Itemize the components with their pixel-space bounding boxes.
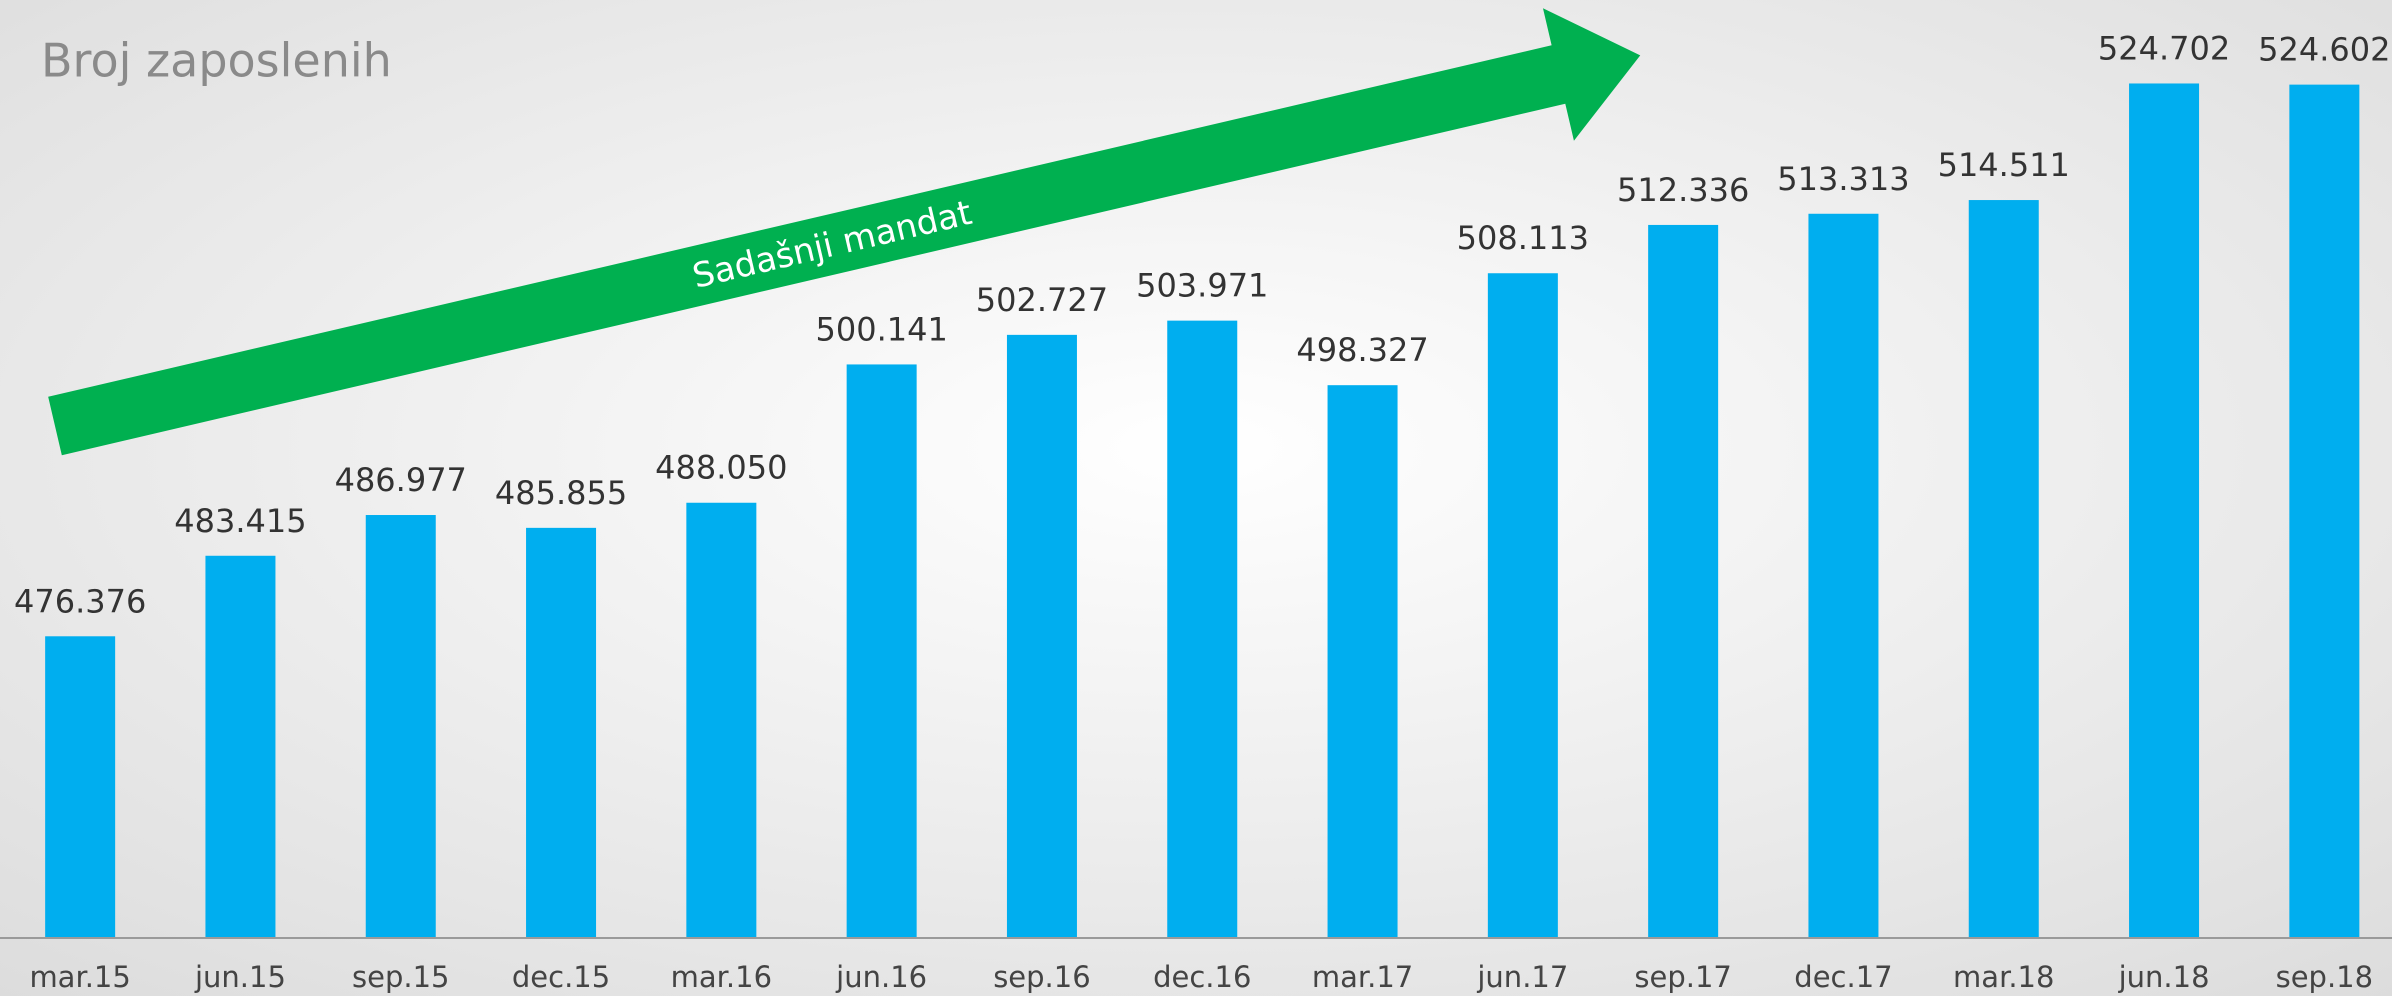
value-label: 513.313 — [1777, 160, 1909, 198]
value-label: 524.702 — [2098, 29, 2230, 67]
x-tick-label: dec.15 — [512, 960, 610, 994]
value-label: 512.336 — [1617, 171, 1749, 209]
bar — [2289, 84, 2360, 938]
value-label: 483.415 — [174, 502, 306, 540]
x-tick-label: sep.16 — [993, 960, 1090, 994]
value-label: 502.727 — [976, 281, 1108, 319]
bar — [1648, 224, 1719, 938]
bar — [2129, 83, 2200, 939]
value-label: 508.113 — [1457, 219, 1589, 257]
value-label: 524.602 — [2258, 31, 2390, 69]
bar — [45, 636, 116, 938]
x-tick-label: dec.17 — [1794, 960, 1892, 994]
x-tick-label: dec.16 — [1153, 960, 1251, 994]
arrow-shape — [48, 8, 1641, 456]
x-tick-label: mar.16 — [671, 960, 772, 994]
bar — [1808, 213, 1879, 938]
value-label: 503.971 — [1136, 267, 1268, 305]
x-tick-label: jun.16 — [835, 960, 927, 994]
value-label: 514.511 — [1938, 146, 2070, 184]
chart-title: Broj zaposlenih — [41, 34, 392, 88]
bar — [205, 555, 276, 938]
value-label: 486.977 — [335, 461, 467, 499]
value-label: 485.855 — [495, 474, 627, 512]
bar — [1167, 320, 1238, 939]
bar — [365, 515, 436, 938]
bar — [526, 527, 597, 938]
value-label: 498.327 — [1296, 331, 1428, 369]
bar — [846, 364, 917, 938]
x-tick-label: jun.18 — [2118, 960, 2210, 994]
bar — [686, 502, 757, 938]
bar — [1006, 334, 1077, 938]
value-label: 476.376 — [14, 582, 146, 620]
value-label: 500.141 — [815, 310, 947, 348]
x-tick-label: mar.18 — [1953, 960, 2054, 994]
x-tick-label: jun.15 — [194, 960, 286, 994]
value-label: 488.050 — [655, 449, 787, 487]
x-tick-label: jun.17 — [1476, 960, 1568, 994]
x-tick-label: mar.17 — [1312, 960, 1413, 994]
x-tick-label: sep.17 — [1634, 960, 1731, 994]
bar — [1327, 385, 1398, 938]
bar — [1968, 200, 2039, 938]
x-tick-label: sep.18 — [2276, 960, 2373, 994]
bar — [1487, 273, 1558, 938]
x-tick-label: sep.15 — [352, 960, 449, 994]
x-tick-label: mar.15 — [29, 960, 130, 994]
